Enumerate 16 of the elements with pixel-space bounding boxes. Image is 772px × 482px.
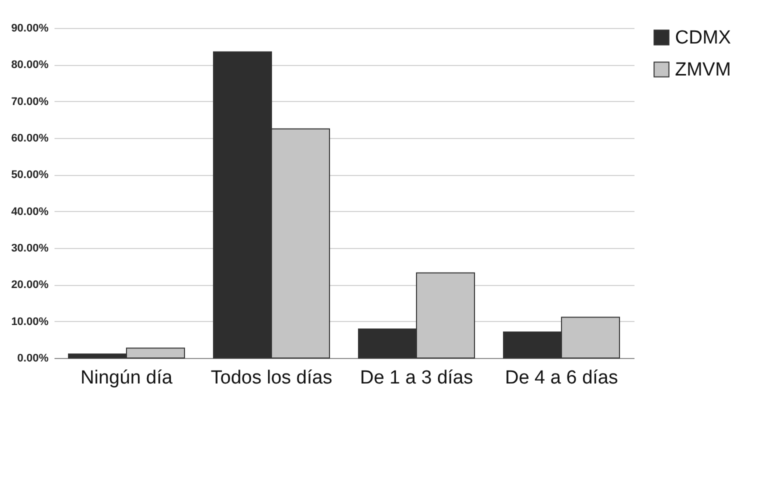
x-tick-label: Todos los días (210, 368, 332, 388)
y-tick-label: 0.00% (17, 352, 49, 364)
y-tick-label: 30.00% (11, 242, 49, 254)
y-tick-label: 10.00% (11, 316, 49, 328)
y-tick-label: 60.00% (11, 132, 49, 144)
y-tick-label: 50.00% (11, 169, 49, 182)
x-tick-label: Ningún día (80, 368, 173, 388)
legend-label: CDMX (675, 28, 732, 48)
y-tick-label: 80.00% (11, 59, 49, 72)
y-tick-label: 70.00% (11, 96, 49, 108)
y-tick-label: 40.00% (11, 206, 49, 218)
y-tick-label: 20.00% (11, 279, 49, 292)
y-tick-label: 90.00% (11, 22, 49, 34)
x-tick-label: De 4 a 6 días (504, 368, 618, 388)
x-tick-label: De 1 a 3 días (360, 368, 474, 388)
legend-label: ZMVM (675, 60, 731, 80)
